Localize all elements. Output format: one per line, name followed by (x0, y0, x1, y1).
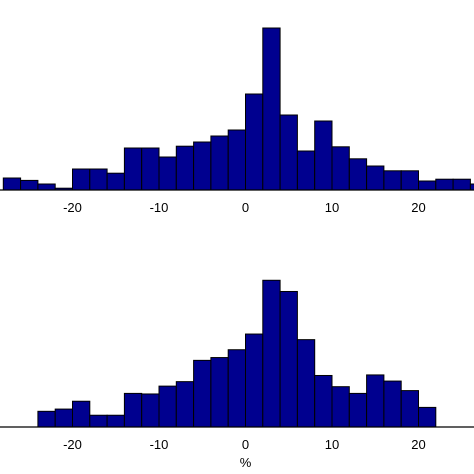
histogram-bar (452, 178, 471, 191)
histogram-bar (20, 179, 39, 191)
x-tick-label: -10 (150, 437, 169, 452)
histogram-bar (383, 380, 402, 428)
histogram-bar (245, 93, 264, 191)
histogram-bar (106, 172, 125, 191)
histogram-bar (400, 390, 420, 428)
histogram-bar (314, 120, 333, 191)
histogram-bar (106, 414, 125, 428)
histogram-bar (314, 374, 333, 428)
x-tick-label: 10 (325, 200, 339, 215)
histogram-bar (141, 147, 160, 191)
histogram-bar (227, 349, 246, 428)
x-tick-label: 20 (411, 437, 425, 452)
x-tick-label: -20 (63, 437, 82, 452)
x-tick-label: 20 (411, 200, 425, 215)
histogram-bar (331, 386, 350, 428)
histogram-bar (262, 279, 281, 428)
histogram-bar (158, 385, 177, 428)
histogram-bar (175, 381, 195, 428)
histogram-bar (418, 180, 437, 191)
histogram-bar (331, 146, 350, 191)
histogram-bar (245, 333, 264, 428)
histogram-bar (158, 156, 177, 191)
histogram-bar (279, 290, 298, 428)
histogram-bar (279, 114, 298, 191)
histogram-bar (72, 400, 91, 428)
histogram-bar (210, 357, 229, 428)
histogram-bar (469, 183, 474, 191)
histogram-bar (210, 135, 229, 191)
histogram-bar (123, 147, 143, 191)
histogram-bar (366, 165, 385, 191)
x-tick-label: -20 (63, 200, 82, 215)
x-axis-label: % (240, 455, 252, 470)
histogram-bar (262, 27, 281, 191)
histogram-bar (72, 168, 91, 191)
histogram-bar (348, 392, 368, 428)
histogram-bar (435, 178, 454, 191)
x-tick-label: 0 (242, 200, 249, 215)
x-tick-label: -10 (150, 200, 169, 215)
top-histogram-panel: -20 -10 0 10 20 (0, 27, 474, 215)
histogram-bar (2, 177, 22, 191)
histogram-bar (141, 393, 160, 428)
histogram-bar (227, 129, 246, 191)
histogram-bar (366, 374, 385, 428)
histogram-bar (193, 141, 212, 191)
histogram-bar (418, 406, 437, 428)
histogram-bar (348, 158, 368, 191)
x-tick-label: 10 (325, 437, 339, 452)
histogram-bar (89, 414, 108, 428)
x-tick-label: 0 (242, 437, 249, 452)
histogram-bar (123, 392, 143, 428)
histogram-bar (296, 339, 316, 428)
bottom-histogram-panel: -20 -10 0 10 20% (0, 279, 474, 470)
histogram-bar (54, 408, 73, 428)
histogram-bar (296, 150, 316, 191)
histogram-bar (400, 170, 420, 191)
histogram-bar (89, 168, 108, 191)
histogram-bar (193, 359, 212, 428)
histogram-bar (175, 145, 195, 191)
histogram-bar (37, 410, 56, 428)
histogram-bar (37, 183, 56, 191)
histogram-bar (383, 170, 402, 191)
